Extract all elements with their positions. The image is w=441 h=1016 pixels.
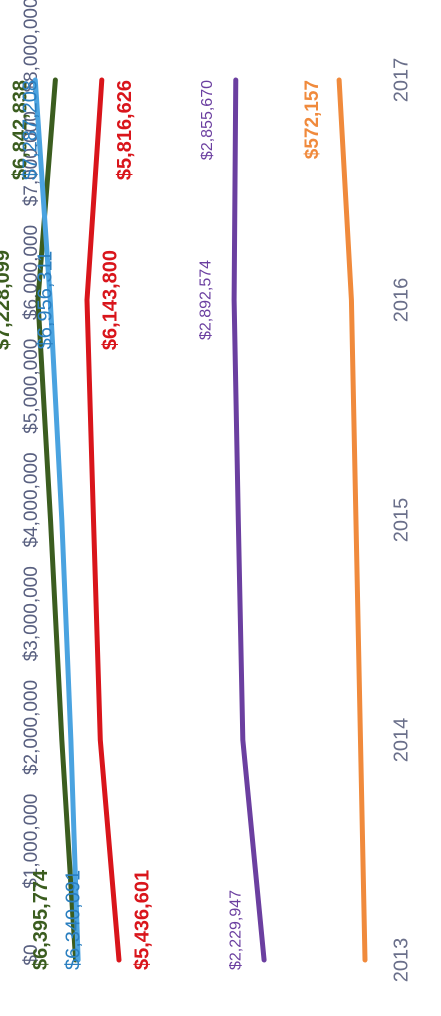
data-label: $2,892,574 (197, 260, 214, 340)
data-label: $2,229,947 (227, 890, 244, 970)
data-label: $6,842,838 (10, 80, 32, 180)
data-label: $5,436,601 (131, 870, 153, 970)
y-tick-label: $5,000,000 (21, 339, 42, 434)
x-tick-label: 2013 (390, 938, 412, 983)
data-label: $6,956,311 (35, 251, 57, 350)
x-tick-label: 2017 (390, 58, 412, 103)
data-label: $572,157 (302, 80, 323, 159)
data-label: $6,143,800 (99, 250, 121, 350)
series-line (84, 77, 122, 963)
data-label: $6,340,091 (62, 870, 84, 970)
data-label: $6,395,774 (30, 869, 52, 970)
data-label: $5,816,626 (114, 80, 136, 180)
data-label: $7,287,208 (20, 80, 42, 180)
y-tick-label: $0 (21, 944, 42, 965)
data-label: $2,855,670 (199, 80, 216, 160)
x-tick-label: 2014 (390, 718, 412, 763)
x-tick-label: 2016 (390, 278, 412, 323)
data-label: $7,228,099 (0, 250, 14, 350)
series-line (231, 77, 267, 963)
series-line (336, 77, 368, 963)
y-tick-label: $3,000,000 (21, 566, 42, 661)
y-tick-label: $1,000,000 (21, 794, 42, 889)
y-tick-label: $2,000,000 (21, 680, 42, 775)
series-line (32, 77, 81, 963)
x-tick-label: 2015 (390, 498, 412, 543)
y-tick-label: $4,000,000 (21, 452, 42, 547)
y-tick-label: $8,000,000 (21, 0, 42, 93)
